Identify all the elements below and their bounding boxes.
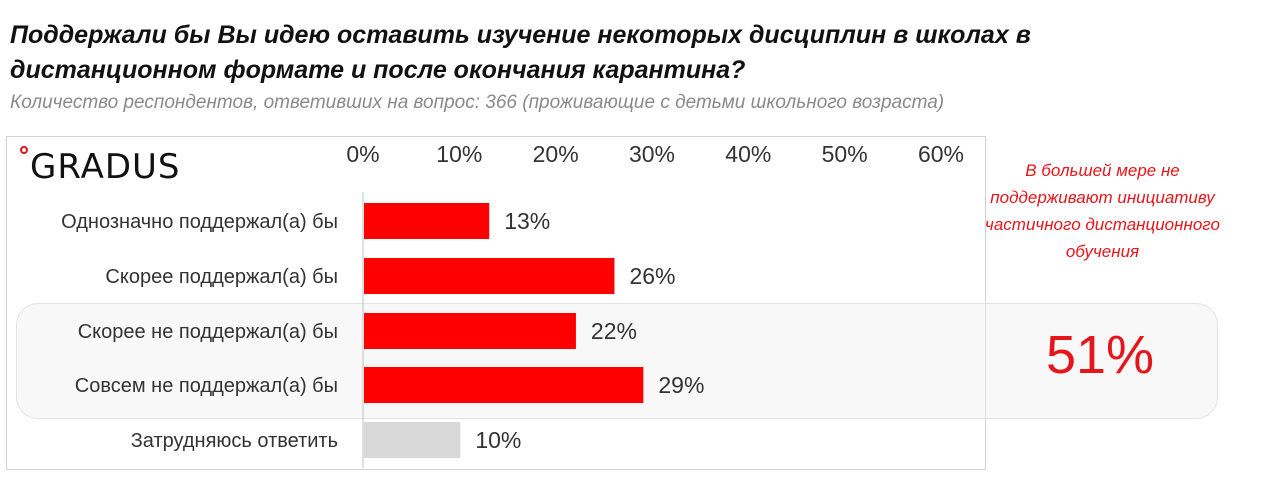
x-tick-label: 0% xyxy=(346,141,379,167)
bar xyxy=(364,422,461,458)
x-tick-label: 10% xyxy=(436,141,482,167)
gradus-logo: GRADUS xyxy=(18,144,208,188)
category-label: Совсем не поддержал(а) бы xyxy=(75,375,338,397)
bar xyxy=(364,258,615,294)
x-tick-label: 60% xyxy=(918,141,964,167)
category-label: Затрудняюсь ответить xyxy=(131,430,338,452)
data-label: 22% xyxy=(591,318,637,344)
annotation-value: 51% xyxy=(1045,325,1155,385)
x-tick-label: 30% xyxy=(629,141,675,167)
logo-text: GRADUS xyxy=(30,147,181,187)
bar xyxy=(364,203,490,239)
data-label: 10% xyxy=(475,427,521,453)
logo-ring-icon xyxy=(20,146,28,154)
bar xyxy=(364,367,644,403)
data-label: 26% xyxy=(629,263,675,289)
category-label: Скорее поддержал(а) бы xyxy=(105,266,338,288)
x-tick-label: 20% xyxy=(533,141,579,167)
chart-subtitle: Количество респондентов, ответивших на в… xyxy=(10,92,945,113)
category-label: Однозначно поддержал(а) бы xyxy=(61,211,338,233)
category-label: Скорее не поддержал(а) бы xyxy=(78,321,338,343)
chart-title: Поддержали бы Вы идею оставить изучение … xyxy=(10,21,1031,84)
data-label: 13% xyxy=(504,208,550,234)
data-label: 29% xyxy=(658,372,704,398)
annotation-text: В большей мере не поддерживают инициатив… xyxy=(985,161,1220,261)
x-tick-label: 50% xyxy=(822,141,868,167)
bar xyxy=(364,313,576,349)
x-tick-label: 40% xyxy=(725,141,771,167)
